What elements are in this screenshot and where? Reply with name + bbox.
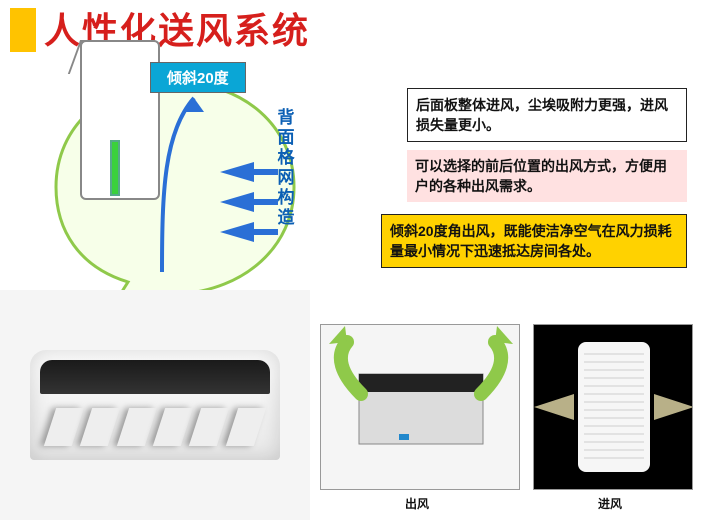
photo-row: 出风 进风: [0, 290, 701, 520]
vertical-label: 背面格网构造: [276, 108, 296, 228]
inlet-grill-icon: [534, 324, 692, 490]
diagram-filter: [110, 140, 120, 196]
info-box-direction: 可以选择的前后位置的出风方式，方便用户的各种出风需求。: [407, 150, 687, 202]
tilt-badge: 倾斜20度: [150, 62, 246, 93]
purifier-illustration: [30, 350, 280, 460]
info-box-intake: 后面板整体进风，尘埃吸附力更强，进风损失量更小。: [407, 88, 687, 142]
outlet-arrows-icon: [321, 324, 519, 490]
info-box-tilt: 倾斜20度角出风，既能使洁净空气在风力损耗量最小情况下迅速抵达房间各处。: [381, 214, 687, 268]
photo-inlet: [533, 324, 693, 490]
accent-bar: [10, 8, 36, 52]
photo-product-front: [0, 290, 310, 520]
caption-outlet: 出风: [405, 495, 429, 512]
diagram-device-body: [80, 40, 160, 200]
photo-outlet: [320, 324, 520, 490]
caption-inlet: 进风: [598, 495, 622, 512]
